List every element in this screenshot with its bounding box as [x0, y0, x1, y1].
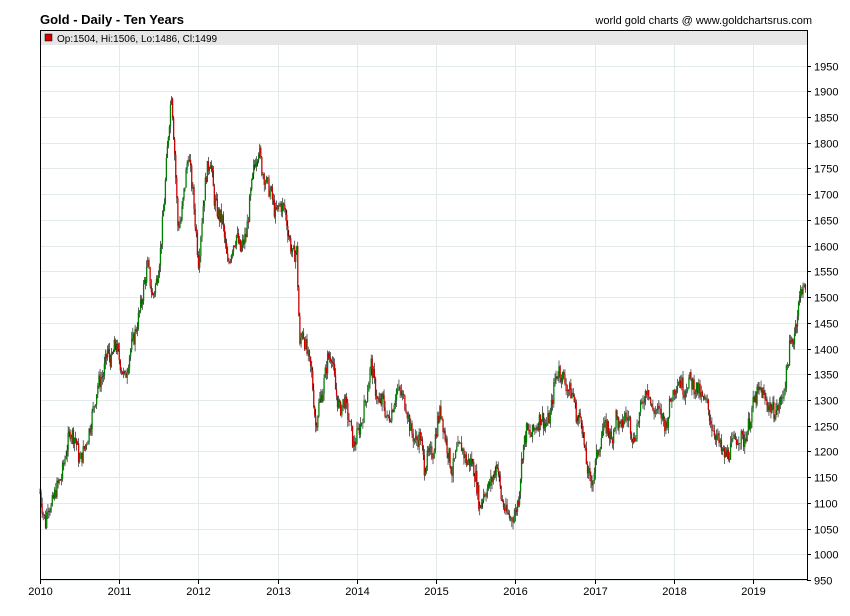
x-tick-label: 2017 — [583, 586, 607, 598]
y-tick-label: 1500 — [814, 293, 838, 305]
x-tick-label: 2014 — [345, 586, 369, 598]
y-tick-label: 1550 — [814, 267, 838, 279]
y-tick-label: 1150 — [814, 473, 838, 485]
y-tick-label: 1450 — [814, 319, 838, 331]
y-tick-label: 1600 — [814, 242, 838, 254]
y-tick-label: 1650 — [814, 216, 838, 228]
y-tick-label: 1400 — [814, 345, 838, 357]
x-tick-label: 2018 — [662, 586, 686, 598]
x-tick-label: 2016 — [503, 586, 527, 598]
y-tick-label: 1000 — [814, 550, 838, 562]
grid-layer — [40, 45, 807, 581]
chart-title: Gold - Daily - Ten Years — [40, 12, 185, 27]
y-tick-label: 1350 — [814, 370, 838, 382]
y-tick-label: 1850 — [814, 113, 838, 125]
x-tick-label: 2013 — [266, 586, 290, 598]
source-credit: world gold charts @ www.goldchartsrus.co… — [595, 15, 812, 27]
y-tick-label: 1300 — [814, 396, 838, 408]
x-tick-label: 2010 — [28, 586, 52, 598]
price-layer — [39, 95, 807, 530]
x-tick-label: 2012 — [186, 586, 210, 598]
y-tick-label: 1900 — [814, 87, 838, 99]
y-tick-label: 1100 — [814, 499, 838, 511]
y-tick-label: 1950 — [814, 62, 838, 74]
y-tick-label: 1700 — [814, 190, 838, 202]
ohlc-legend: Op:1504, Hi:1506, Lo:1486, Cl:1499 — [41, 31, 807, 45]
x-tick-label: 2015 — [424, 586, 448, 598]
plot-frame — [40, 30, 808, 580]
x-tick-label: 2011 — [108, 586, 132, 598]
y-tick-label: 1050 — [814, 525, 838, 537]
x-axis: 2010 2011 2012 2013 2014 2015 2016 2017 2018 2019 — [28, 580, 766, 598]
y-tick-label: 1200 — [814, 447, 838, 459]
y-tick-label: 1800 — [814, 139, 838, 151]
x-tick-label: 2019 — [741, 586, 765, 598]
y-tick-label: 1250 — [814, 422, 838, 434]
y-axis: 950 1000 1050 1100 1150 1200 1250 1300 1350 1400 1… — [807, 62, 838, 588]
legend-background — [41, 31, 807, 45]
legend-swatch-icon — [44, 33, 53, 42]
y-tick-label: 1750 — [814, 164, 838, 176]
y-tick-label: 950 — [814, 576, 832, 588]
legend-ohlc-text: Op:1504, Hi:1506, Lo:1486, Cl:1499 — [57, 34, 218, 45]
